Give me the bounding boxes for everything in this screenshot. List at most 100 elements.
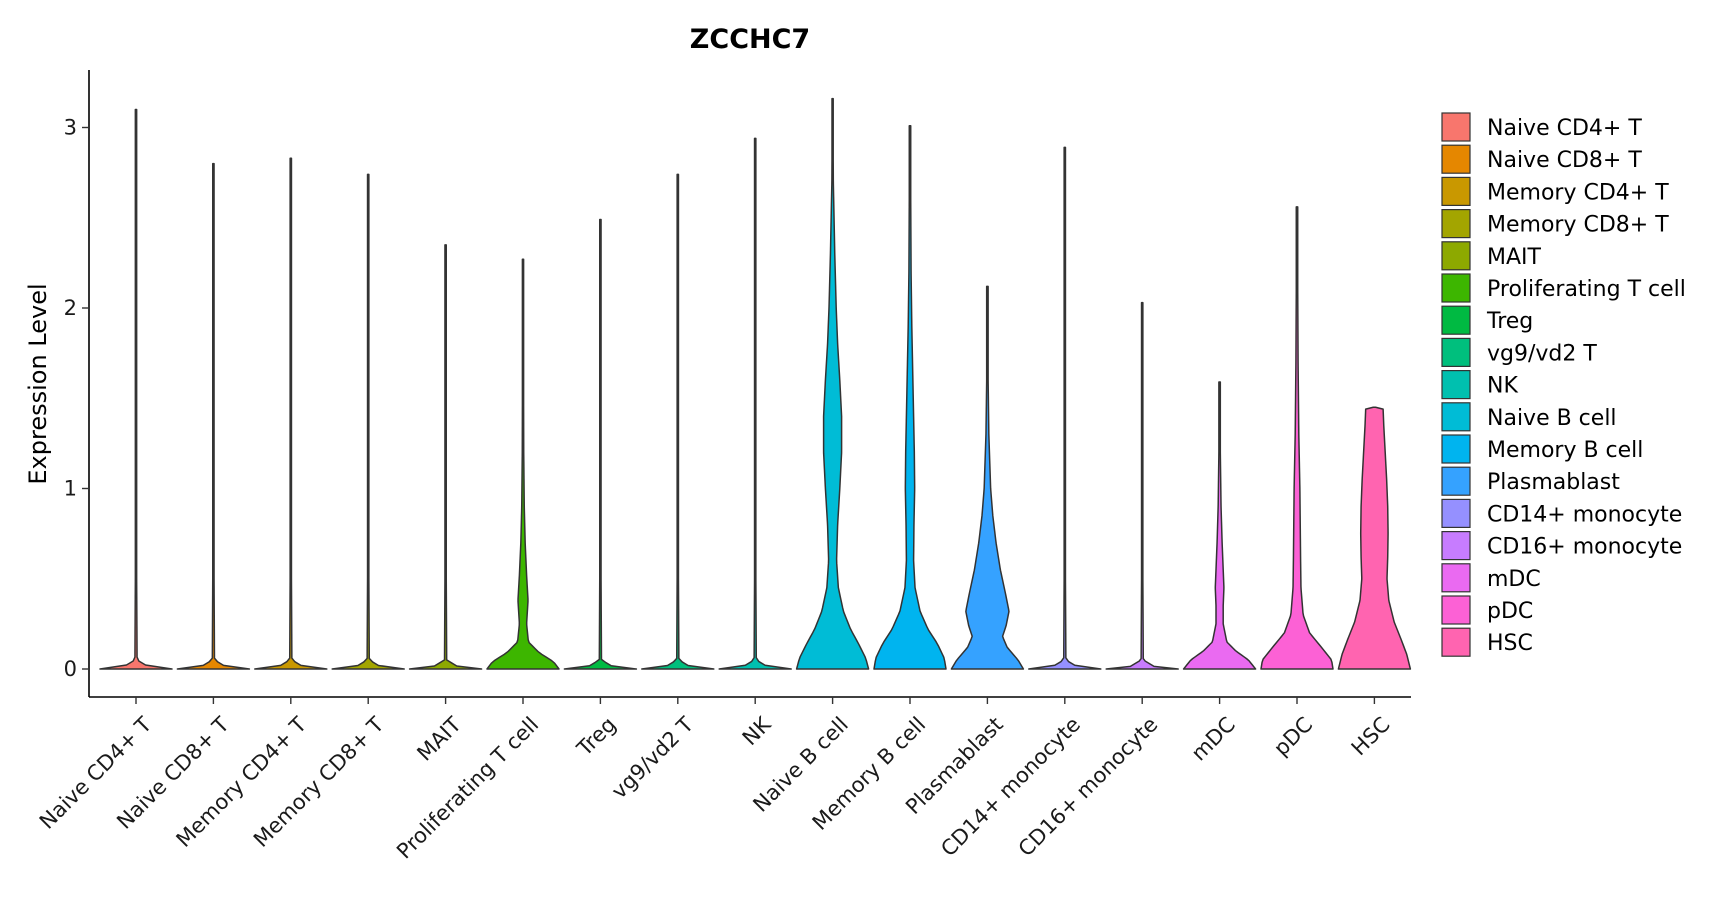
legend-swatch — [1441, 112, 1471, 142]
legend-label: MAIT — [1487, 245, 1542, 270]
legend-item: CD14+ monocyte — [1441, 498, 1682, 528]
legend-swatch — [1441, 209, 1471, 239]
legend-swatch — [1441, 370, 1471, 400]
violin-group — [1337, 406, 1412, 670]
legend-label: CD14+ monocyte — [1487, 502, 1682, 527]
violin-group — [99, 108, 173, 670]
violin-mdc — [1182, 381, 1257, 670]
violin-group — [718, 137, 792, 670]
y-tick-label: 3 — [64, 116, 77, 140]
violin-group — [950, 285, 1025, 670]
violin-group — [331, 173, 405, 670]
x-tick-label: mDC — [1187, 712, 1240, 765]
violin-group — [873, 124, 947, 670]
legend-label: mDC — [1487, 567, 1541, 592]
violin-proliferating-t-cell — [486, 258, 560, 670]
legend-item: Treg — [1441, 305, 1533, 335]
legend-item: MAIT — [1441, 241, 1542, 271]
violin-memory-cd4-t — [254, 157, 328, 670]
legend-swatch — [1441, 305, 1471, 335]
legend-item: Memory B cell — [1441, 434, 1643, 464]
x-tick-label: Memory CD4+ T — [172, 712, 312, 852]
legend-label: Naive B cell — [1487, 406, 1617, 431]
chart-title: ZCCHC7 — [690, 24, 810, 55]
legend-label: Memory B cell — [1487, 438, 1643, 463]
x-tick-label: NK — [738, 711, 777, 750]
violin-group — [408, 244, 483, 670]
legend-label: pDC — [1487, 599, 1533, 624]
legend-item: mDC — [1441, 563, 1541, 593]
violin-memory-cd8-t — [331, 173, 405, 670]
y-axis-title: Expression Level — [24, 283, 52, 484]
x-tick-label: pDC — [1269, 712, 1317, 760]
legend-item: Naive CD4+ T — [1441, 112, 1642, 142]
violin-group — [1260, 206, 1334, 670]
x-tick-label: vg9/vd2 T — [607, 712, 698, 803]
violin-group — [176, 162, 251, 670]
legend-swatch — [1441, 337, 1471, 367]
legend-item: Plasmablast — [1441, 466, 1620, 496]
violin-group — [254, 157, 328, 670]
violin-cd16-monocyte — [1105, 301, 1179, 670]
violin-mait — [408, 244, 483, 670]
legend-item: vg9/vd2 T — [1441, 337, 1597, 367]
legend-label: HSC — [1487, 631, 1533, 656]
y-tick-label: 1 — [64, 477, 77, 501]
y-tick-label: 0 — [64, 657, 77, 681]
legend-item: Naive CD8+ T — [1441, 144, 1642, 174]
violin-group — [1182, 381, 1257, 670]
legend-label: NK — [1487, 374, 1518, 399]
x-tick-label: Proliferating T cell — [392, 712, 543, 863]
legend-label: Memory CD4+ T — [1487, 180, 1669, 205]
legend-item: Memory CD4+ T — [1441, 176, 1669, 206]
x-tick-label: MAIT — [412, 712, 466, 766]
violin-group — [1105, 301, 1179, 670]
legend: Naive CD4+ T Naive CD8+ T Memory CD4+ T Mem… — [1441, 112, 1686, 657]
violin-vg9-vd2-t — [641, 173, 715, 670]
legend-item: HSC — [1441, 627, 1533, 657]
x-tick-label: HSC — [1347, 712, 1395, 760]
violin-nk — [718, 137, 792, 670]
x-tick-label: CD14+ monocyte — [936, 712, 1085, 861]
legend-label: Proliferating T cell — [1487, 277, 1686, 302]
violin-hsc — [1337, 406, 1412, 670]
legend-item: NK — [1441, 370, 1518, 400]
legend-label: CD16+ monocyte — [1487, 535, 1682, 560]
violin-pdc — [1260, 206, 1334, 670]
violin-naive-cd4-t — [99, 108, 173, 670]
legend-item: Naive B cell — [1441, 402, 1617, 432]
legend-swatch — [1441, 595, 1471, 625]
legend-swatch — [1441, 563, 1471, 593]
violin-group — [563, 218, 638, 670]
violin-memory-b-cell — [873, 124, 947, 670]
legend-item: Memory CD8+ T — [1441, 209, 1669, 239]
x-tick-label: CD16+ monocyte — [1014, 712, 1163, 861]
violin-plasmablast — [950, 285, 1025, 670]
legend-swatch — [1441, 241, 1471, 271]
x-tick-label: Treg — [572, 712, 621, 761]
violin-treg — [563, 218, 638, 670]
violin-naive-b-cell — [795, 97, 870, 670]
legend-swatch — [1441, 176, 1471, 206]
legend-label: Treg — [1486, 309, 1533, 334]
violin-group — [486, 258, 560, 670]
legend-item: CD16+ monocyte — [1441, 530, 1682, 561]
legend-swatch — [1441, 434, 1471, 464]
y-tick-label: 2 — [64, 296, 77, 320]
legend-label: vg9/vd2 T — [1487, 341, 1597, 366]
legend-item: pDC — [1441, 595, 1533, 625]
violin-group — [795, 97, 870, 670]
legend-label: Memory CD8+ T — [1487, 213, 1669, 238]
x-tick-label: Memory CD8+ T — [249, 712, 389, 852]
legend-item: Proliferating T cell — [1441, 273, 1686, 303]
violin-group — [1028, 146, 1102, 670]
legend-swatch — [1441, 273, 1471, 303]
legend-label: Naive CD4+ T — [1487, 116, 1642, 141]
violin-naive-cd8-t — [176, 162, 251, 670]
violin-group — [641, 173, 715, 670]
legend-swatch — [1441, 144, 1471, 174]
violin-cd14-monocyte — [1028, 146, 1102, 670]
legend-swatch — [1441, 627, 1471, 657]
legend-swatch — [1441, 498, 1471, 528]
